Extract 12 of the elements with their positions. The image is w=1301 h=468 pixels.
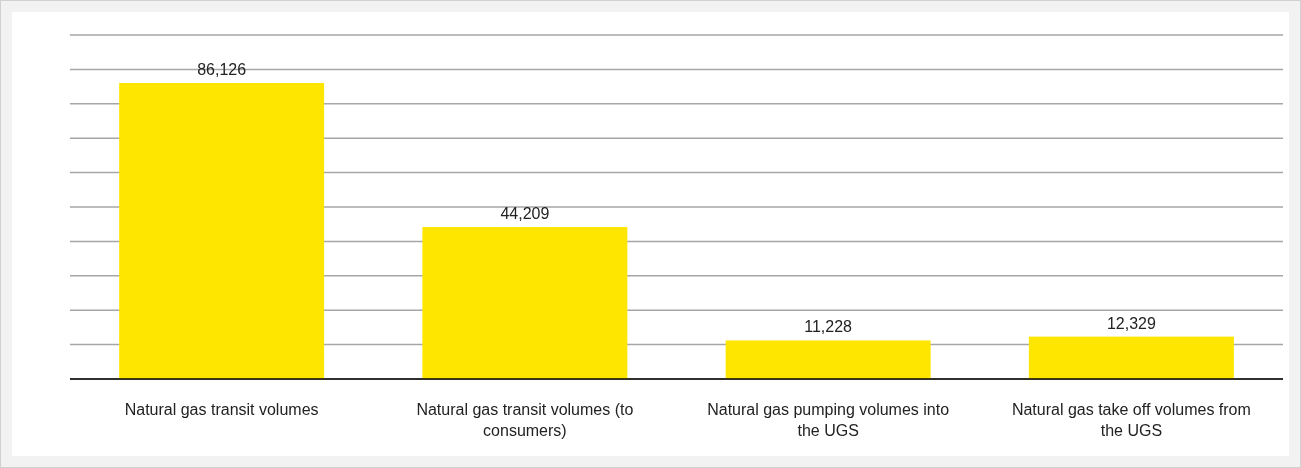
x-tick-label: Natural gas transit volumes xyxy=(124,401,319,418)
bar xyxy=(422,227,628,379)
x-tick-label: Natural gas pumping volumes into the UGS xyxy=(707,401,950,439)
bar xyxy=(725,340,931,379)
data-label: 86,126 xyxy=(197,61,247,78)
bar xyxy=(1028,336,1234,379)
x-tick-label: Natural gas take off volumes from the UGS xyxy=(1011,401,1251,439)
data-label: 12,329 xyxy=(1106,314,1156,332)
data-label: 11,228 xyxy=(804,318,853,336)
x-tick-label: Natural gas transit volumes (to consumers) xyxy=(416,401,634,439)
data-label: 44,209 xyxy=(500,205,550,223)
bar xyxy=(119,83,325,379)
